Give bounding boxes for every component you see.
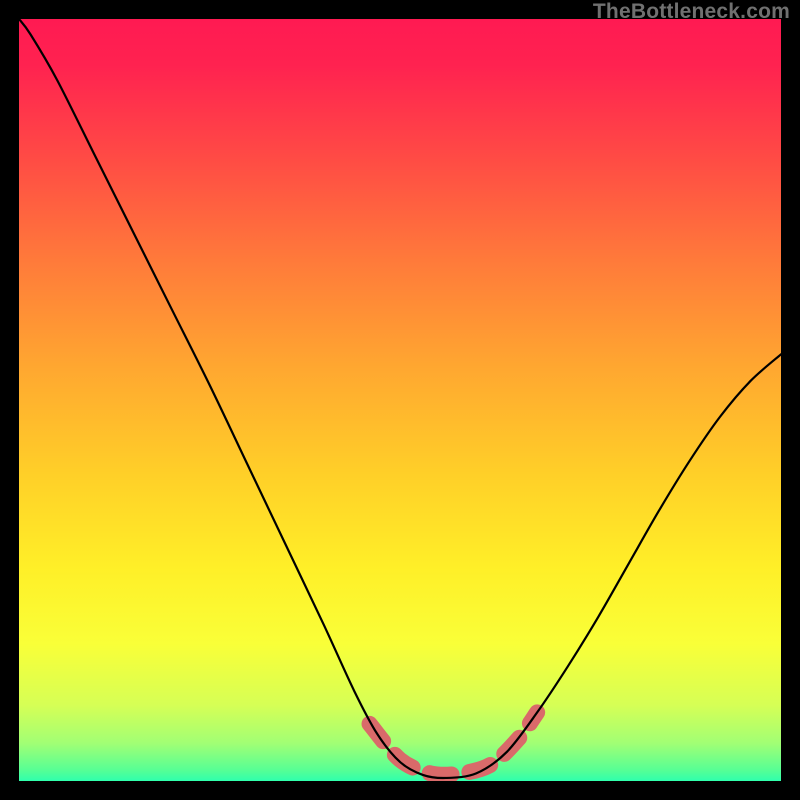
gradient-background [19, 19, 781, 781]
bottleneck-chart [19, 19, 781, 781]
watermark-label: TheBottleneck.com [593, 0, 790, 24]
chart-plot-area [19, 19, 781, 781]
